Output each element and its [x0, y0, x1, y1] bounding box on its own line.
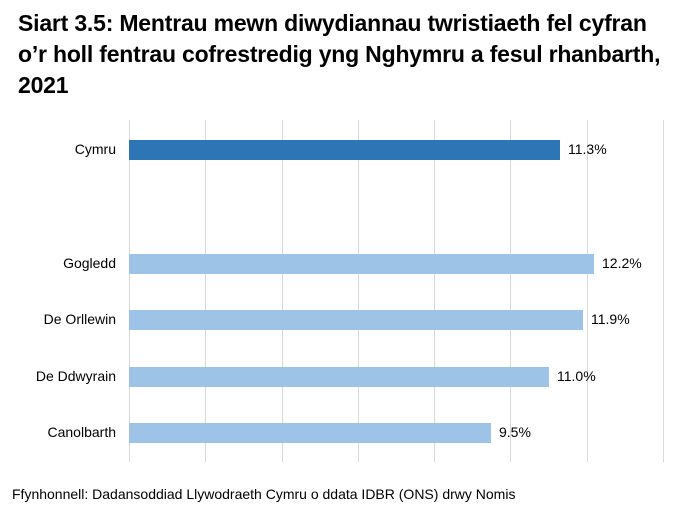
- chart-title: Siart 3.5: Mentrau mewn diwydiannau twri…: [18, 10, 661, 98]
- category-label: Canolbarth: [47, 424, 117, 440]
- category-label: De Ddwyrain: [35, 368, 116, 384]
- gridline: [129, 120, 130, 462]
- bar: [129, 310, 583, 330]
- category-label: Cymru: [74, 141, 116, 157]
- data-label: 11.9%: [591, 311, 630, 327]
- category-label: Gogledd: [63, 255, 116, 271]
- bar: [129, 423, 491, 443]
- category-label: De Orllewin: [43, 311, 116, 327]
- gridline: [663, 120, 664, 462]
- gridline: [510, 120, 511, 462]
- data-label: 9.5%: [499, 424, 531, 440]
- gridline: [282, 120, 283, 462]
- data-label: 12.2%: [602, 255, 642, 271]
- plot-area: 11.3% 12.2% 11.9% 11.0% 9.5%: [129, 120, 664, 462]
- bar: [129, 254, 594, 274]
- gridline: [587, 120, 588, 462]
- data-label: 11.0%: [557, 368, 596, 384]
- source-note: Ffynhonnell: Dadansoddiad Llywodraeth Cy…: [12, 486, 516, 502]
- gridline: [205, 120, 206, 462]
- bar: [129, 367, 549, 387]
- data-label: 11.3%: [568, 141, 607, 157]
- gridline: [358, 120, 359, 462]
- gridline: [434, 120, 435, 462]
- bar: [129, 140, 560, 160]
